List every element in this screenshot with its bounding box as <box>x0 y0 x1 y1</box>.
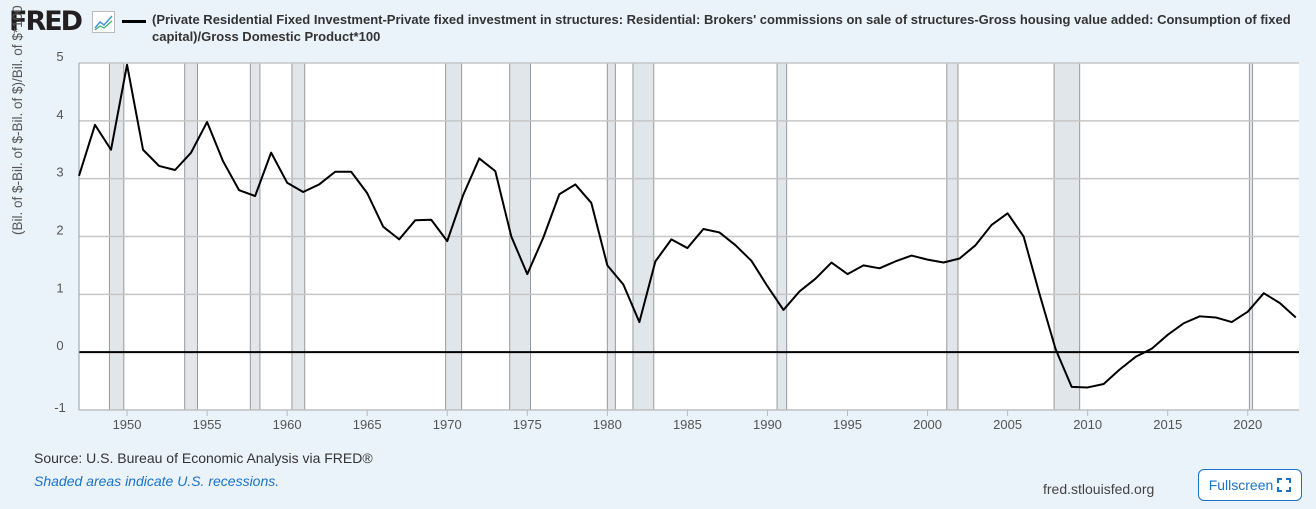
x-tick-label: 2020 <box>1233 417 1262 432</box>
x-tick-label: 2010 <box>1073 417 1102 432</box>
x-tick-label: 1965 <box>353 417 382 432</box>
chart-svg: -1 0 1 2 3 4 5 1950 1955 1960 1965 1970 1975 1980 1985… <box>54 49 1299 432</box>
y-tick-label: -1 <box>54 400 66 415</box>
x-tick-label: 1990 <box>753 417 782 432</box>
fullscreen-icon <box>1277 478 1292 492</box>
fullscreen-label: Fullscreen <box>1208 477 1274 493</box>
y-tick-label: 4 <box>56 107 63 122</box>
chart-line-icon <box>92 11 115 33</box>
x-tick-label: 2005 <box>993 417 1022 432</box>
x-tick-label: 1970 <box>433 417 462 432</box>
y-tick-label: 2 <box>56 223 63 238</box>
y-axis-label: (Bil. of $-Bil. of $-Bil. of $)/Bil. of … <box>10 5 25 235</box>
x-tick-label: 2000 <box>913 417 942 432</box>
fullscreen-button[interactable]: Fullscreen <box>1198 469 1302 501</box>
fred-logo[interactable]: FRED <box>9 6 83 37</box>
source-text: Source: U.S. Bureau of Economic Analysis… <box>34 450 373 466</box>
site-url[interactable]: fred.stlouisfed.org <box>1043 481 1155 497</box>
x-tick-label: 2015 <box>1153 417 1182 432</box>
x-tick-label: 1995 <box>833 417 862 432</box>
y-tick-label: 5 <box>56 49 63 64</box>
recession-note: Shaded areas indicate U.S. recessions. <box>34 473 280 489</box>
chart-title: (Private Residential Fixed Investment-Pr… <box>152 12 1291 44</box>
y-tick-label: 3 <box>56 165 63 180</box>
legend-line-swatch <box>122 20 146 23</box>
x-tick-label: 1955 <box>193 417 222 432</box>
y-tick-label: 0 <box>56 338 63 353</box>
y-tick-label: 1 <box>56 280 63 295</box>
x-tick-label: 1985 <box>673 417 702 432</box>
x-tick-label: 1975 <box>513 417 542 432</box>
x-tick-label: 1960 <box>273 417 302 432</box>
x-tick-label: 1950 <box>113 417 142 432</box>
x-tick-label: 1980 <box>593 417 622 432</box>
